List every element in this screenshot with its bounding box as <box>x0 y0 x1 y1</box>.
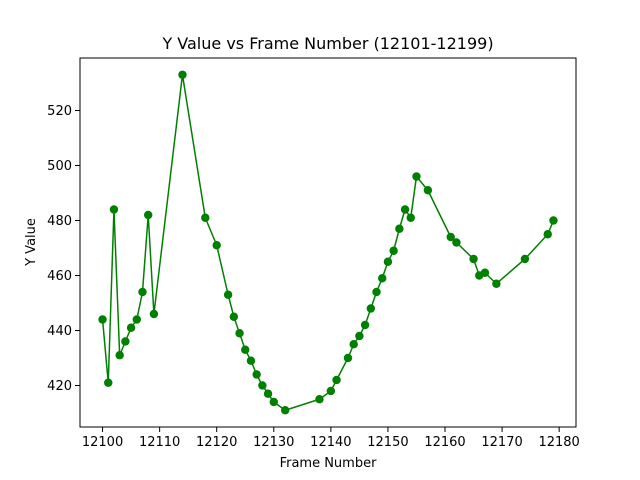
data-point <box>520 254 530 264</box>
data-point <box>109 205 119 214</box>
data-point <box>149 309 159 319</box>
data-point <box>223 290 233 299</box>
data-point <box>138 287 147 297</box>
data-point <box>412 172 421 181</box>
data-point <box>326 386 336 396</box>
data-point <box>366 304 376 313</box>
data-point <box>104 378 113 387</box>
data-point <box>235 329 244 338</box>
data-point <box>144 210 153 220</box>
x-tick-label: 12140 <box>310 435 351 450</box>
y-tick-label: 500 <box>47 159 72 174</box>
data-point <box>126 323 136 332</box>
x-tick-label: 12130 <box>253 435 294 450</box>
data-point <box>355 331 364 341</box>
data-point <box>252 370 261 379</box>
x-tick-label: 12150 <box>367 435 408 450</box>
data-point <box>383 257 393 266</box>
data-point <box>406 213 415 222</box>
y-tick-label: 460 <box>47 269 72 284</box>
data-point <box>349 340 358 349</box>
data-point <box>115 351 124 360</box>
data-point <box>132 315 141 324</box>
data-point <box>549 216 558 225</box>
data-point <box>395 224 404 233</box>
data-point <box>229 312 239 321</box>
data-point <box>400 205 410 214</box>
data-point <box>98 315 107 324</box>
data-point <box>480 268 490 277</box>
data-point <box>452 238 461 247</box>
x-tick-label: 12120 <box>196 435 237 450</box>
data-point <box>343 353 353 363</box>
data-point <box>201 213 210 222</box>
data-point <box>360 320 370 330</box>
data-point <box>258 381 267 390</box>
data-point <box>372 287 381 297</box>
data-point <box>121 337 130 346</box>
x-tick-label: 12170 <box>481 435 522 450</box>
data-point <box>212 241 221 250</box>
y-tick-label: 520 <box>47 104 72 119</box>
data-point <box>263 389 273 398</box>
data-point <box>246 356 256 365</box>
x-axis-title: Frame Number <box>280 456 378 471</box>
data-point <box>178 70 187 79</box>
y-tick-label: 440 <box>47 324 72 339</box>
data-point <box>269 397 278 407</box>
y-tick-label: 420 <box>47 379 72 394</box>
data-point <box>315 395 324 404</box>
plot-area: 12100 12110 12120 12130 12140 12150 12160 12170… <box>47 57 580 450</box>
plot-frame <box>79 57 577 428</box>
data-point <box>389 246 398 255</box>
x-tick-label: 12110 <box>139 435 180 450</box>
y-axis-title: Y Value <box>24 218 39 267</box>
data-point <box>446 232 455 242</box>
data-point <box>469 254 478 264</box>
x-tick-label: 12160 <box>424 435 465 450</box>
y-tick-label: 480 <box>47 214 72 229</box>
data-point <box>241 345 250 354</box>
data-point <box>332 375 341 385</box>
data-point <box>543 230 552 239</box>
data-point <box>492 279 501 288</box>
x-tick-label: 12180 <box>538 435 579 450</box>
chart-title: Y Value vs Frame Number (12101-12199) <box>161 34 493 53</box>
data-point <box>280 406 290 415</box>
x-tick-label: 12100 <box>82 435 123 450</box>
data-point <box>423 186 433 195</box>
data-point <box>378 274 387 283</box>
